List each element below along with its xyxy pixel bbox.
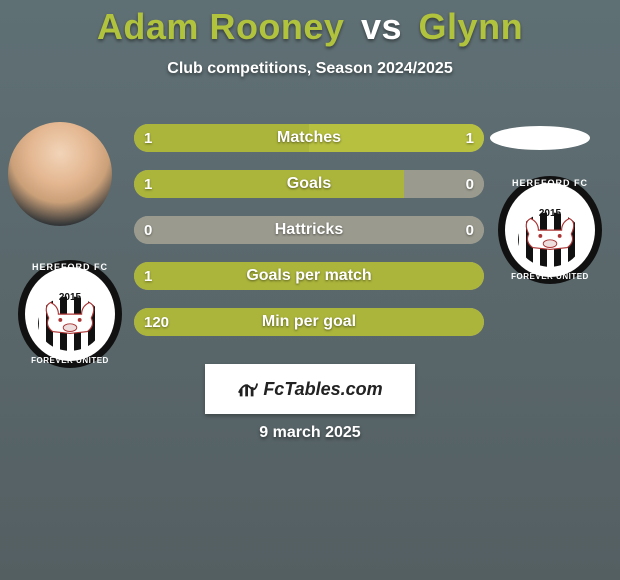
stat-bar: 120Min per goal: [134, 308, 484, 336]
stat-bar: 1Goals per match: [134, 262, 484, 290]
crest-top-text: HEREFORD FC: [512, 178, 588, 188]
bull-icon: [41, 298, 99, 338]
bull-icon: [521, 214, 579, 254]
crest-bottom-text: FOREVER UNITED: [511, 272, 589, 281]
stat-right-value: 1: [466, 124, 474, 152]
stat-right-value: 0: [466, 216, 474, 244]
stat-right-value: 0: [466, 170, 474, 198]
stat-bar: 00Hattricks: [134, 216, 484, 244]
player2-avatar: [490, 126, 590, 150]
crest-year: 2015: [59, 292, 81, 303]
stat-left-value: 0: [144, 216, 152, 244]
player1-name: Adam Rooney: [97, 6, 345, 47]
player1-avatar: [8, 122, 112, 226]
player2-name: Glynn: [419, 6, 524, 47]
stat-bar: 10Goals: [134, 170, 484, 198]
player2-club-crest: HEREFORD FC 2015 FOREVER UNITED: [498, 176, 602, 284]
vs-text: vs: [361, 6, 402, 47]
stat-bar: 11Matches: [134, 124, 484, 152]
page-title: Adam Rooney vs Glynn: [0, 0, 620, 48]
stat-bars: 11Matches10Goals00Hattricks1Goals per ma…: [134, 124, 484, 354]
crest-bottom-text: FOREVER UNITED: [31, 356, 109, 365]
subtitle: Club competitions, Season 2024/2025: [0, 60, 620, 78]
chart-icon: [237, 378, 259, 400]
stat-left-value: 120: [144, 308, 169, 336]
badge-text: FcTables.com: [263, 379, 382, 400]
crest-top-text: HEREFORD FC: [32, 262, 108, 272]
date-text: 9 march 2025: [0, 424, 620, 442]
stat-left-value: 1: [144, 170, 152, 198]
player1-club-crest: HEREFORD FC 2015 FOREVER UNITED: [18, 260, 122, 368]
stat-left-value: 1: [144, 262, 152, 290]
source-badge: FcTables.com: [205, 364, 415, 414]
stat-left-value: 1: [144, 124, 152, 152]
crest-year: 2015: [539, 208, 561, 219]
